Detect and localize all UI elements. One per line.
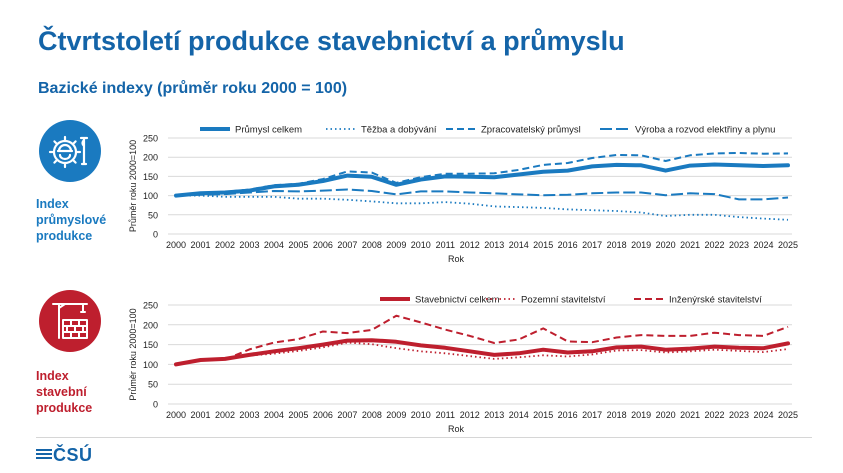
page-title: Čtvrtstoletí produkce stavebnictví a prů… [38,26,625,56]
x-tick-label: 2009 [386,410,406,420]
y-axis-label: Průměr roku 2000=100 [128,308,138,400]
x-tick-label: 2012 [460,410,480,420]
legend-label: Průmysl celkem [235,125,302,136]
x-tick-label: 2007 [337,240,357,250]
x-tick-label: 2008 [362,240,382,250]
x-tick-label: 2011 [436,240,455,250]
x-tick-label: 2016 [558,240,578,250]
x-tick-label: 2023 [729,240,749,250]
x-tick-label: 2000 [166,410,186,420]
x-tick-label: 2013 [484,240,504,250]
legend-label: Výroba a rozvod elektřiny a plynu [635,125,775,136]
x-tick-label: 2018 [607,240,627,250]
x-tick-label: 2017 [582,240,602,250]
y-tick-label: 250 [143,301,158,311]
construction-label-line: produkce [36,401,93,415]
x-tick-label: 2002 [215,410,235,420]
crane-brick-wall-icon [39,290,101,352]
series-line [175,341,789,366]
x-tick-label: 2004 [264,410,284,420]
x-tick-label: 2008 [362,410,382,420]
construction-panel-label: Index stavební produkce [36,368,136,416]
x-tick-label: 2003 [239,240,259,250]
x-axis-label: Rok [448,254,465,264]
legend-label: Inženýrské stavitelství [669,295,762,306]
page-subtitle: Bazické indexy (průměr roku 2000 = 100) [38,80,348,97]
x-tick-label: 2005 [288,240,308,250]
x-tick-label: 2000 [166,240,186,250]
logo-bars [36,449,52,463]
y-tick-label: 100 [143,191,158,201]
x-tick-label: 2019 [631,240,651,250]
x-tick-label: 2004 [264,240,284,250]
x-tick-label: 2024 [754,410,774,420]
series-line [174,162,790,198]
x-tick-label: 2012 [460,240,480,250]
series-line [176,194,789,221]
series-line [174,338,790,367]
x-tick-label: 2023 [729,410,749,420]
x-tick-label: 2025 [778,240,798,250]
x-tick-label: 2001 [190,410,210,420]
x-tick-label: 2015 [533,410,553,420]
x-tick-label: 2022 [705,410,725,420]
industry-panel-label: Index průmyslové produkce [36,196,136,244]
x-tick-label: 2020 [656,240,676,250]
construction-label-line: stavební [36,385,87,399]
footer-divider [36,437,812,438]
x-tick-label: 2009 [386,240,406,250]
x-tick-label: 2015 [533,240,553,250]
x-tick-label: 2022 [705,240,725,250]
x-tick-label: 2021 [680,410,700,420]
x-tick-label: 2014 [509,240,529,250]
x-tick-label: 2021 [680,240,700,250]
x-tick-label: 2006 [313,410,333,420]
x-tick-label: 2020 [656,410,676,420]
y-tick-label: 50 [148,380,158,390]
x-tick-label: 2018 [607,410,627,420]
x-tick-label: 2016 [558,410,578,420]
y-tick-label: 100 [143,360,158,370]
y-tick-label: 0 [153,400,158,410]
x-tick-label: 2025 [778,410,798,420]
legend-label: Stavebnictví celkem [415,295,500,306]
legend-label: Zpracovatelský průmysl [481,125,581,136]
industry-label-line: produkce [36,229,93,243]
x-tick-label: 2010 [411,240,431,250]
x-tick-label: 2024 [754,240,774,250]
x-tick-label: 2017 [582,410,602,420]
gear-worker-icon [39,120,101,182]
industry-label-line: průmyslové [36,213,107,227]
x-tick-label: 2010 [411,410,431,420]
x-tick-label: 2019 [631,410,651,420]
series-line [224,314,789,361]
y-tick-label: 250 [143,134,158,144]
series-line [175,188,789,201]
x-tick-label: 2014 [509,410,529,420]
legend-label: Těžba a dobývání [361,125,437,136]
y-tick-label: 150 [143,340,158,350]
x-tick-label: 2013 [484,410,504,420]
y-tick-label: 50 [148,210,158,220]
legend-label: Pozemní stavitelství [521,295,606,306]
y-tick-label: 0 [153,230,158,240]
series-line [175,152,789,197]
x-tick-label: 2006 [313,240,333,250]
y-tick-label: 150 [143,172,158,182]
construction-label-line: Index [36,369,69,383]
y-tick-label: 200 [143,153,158,163]
x-tick-label: 2005 [288,410,308,420]
x-tick-label: 2007 [337,410,357,420]
x-axis-label: Rok [448,424,465,434]
y-axis-label: Průměr roku 2000=100 [128,140,138,232]
x-tick-label: 2011 [436,410,455,420]
x-tick-label: 2002 [215,240,235,250]
x-tick-label: 2003 [239,410,259,420]
logo-text: ČSÚ [53,445,93,465]
x-tick-label: 2001 [190,240,210,250]
y-tick-label: 200 [143,320,158,330]
industry-label-line: Index [36,197,69,211]
